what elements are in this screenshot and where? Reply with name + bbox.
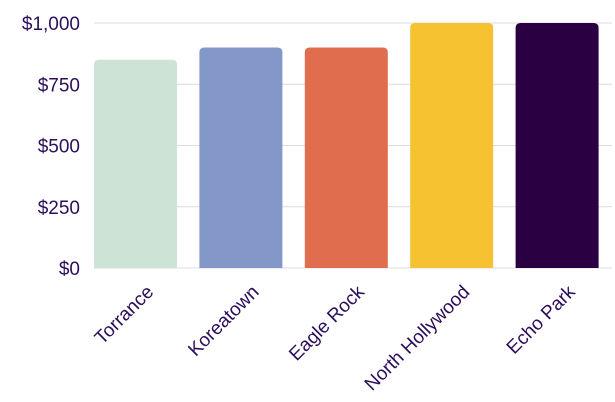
x-tick-label: Eagle Rock <box>285 281 369 365</box>
x-tick-label: Echo Park <box>503 281 580 358</box>
bars <box>94 23 599 268</box>
bar-torrance <box>94 59 177 268</box>
bar-north-hollywood <box>410 23 494 268</box>
x-tick-label: Koreatown <box>184 282 263 361</box>
y-tick-label: $0 <box>59 259 80 280</box>
y-axis-tick-labels: $0 $250 $500 $750 $1,000 <box>22 14 80 280</box>
bar-eagle-rock <box>304 47 388 268</box>
bar-echo-park <box>515 23 599 268</box>
y-tick-label: $750 <box>38 75 80 96</box>
x-tick-label: Torrance <box>91 282 158 349</box>
y-tick-label: $1,000 <box>22 14 80 35</box>
bar-koreatown <box>199 47 283 268</box>
y-tick-label: $500 <box>38 137 80 158</box>
y-tick-label: $250 <box>38 198 80 219</box>
x-tick-label: North Hollywood <box>361 282 474 395</box>
